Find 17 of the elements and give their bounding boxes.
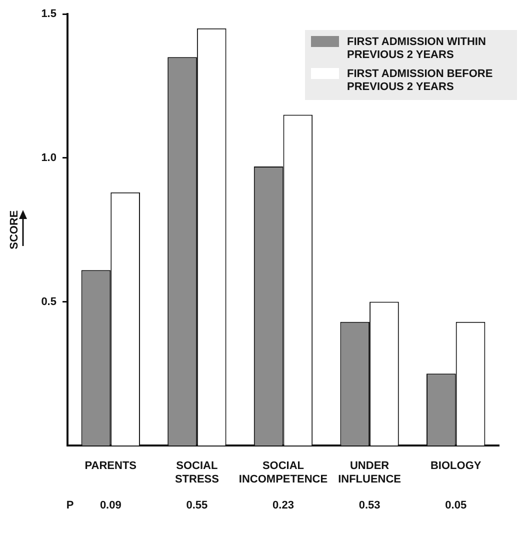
x-tick-label: BIOLOGY bbox=[430, 460, 482, 472]
y-tick-label: 1.0 bbox=[41, 152, 56, 164]
y-tick-label: 1.5 bbox=[41, 8, 56, 20]
y-axis-title: SCORE bbox=[8, 210, 21, 250]
text: P bbox=[66, 500, 74, 512]
text: 0.05 bbox=[445, 500, 467, 512]
text: 0.23 bbox=[272, 500, 294, 512]
legend-label: FIRST ADMISSION WITHIN PREVIOUS 2 YEARS bbox=[347, 36, 487, 62]
text: 0.09 bbox=[100, 500, 122, 512]
x-tick-label: SOCIAL STRESS bbox=[174, 460, 219, 486]
legend-label: FIRST ADMISSION BEFORE PREVIOUS 2 YEARS bbox=[347, 68, 494, 94]
x-tick-label: PARENTS bbox=[84, 460, 137, 472]
text: 0.53 bbox=[358, 500, 380, 512]
y-tick-label: 0.5 bbox=[41, 296, 56, 308]
x-tick-label: SOCIAL INCOMPETENCE bbox=[238, 460, 328, 486]
text: 0.55 bbox=[186, 500, 208, 512]
x-tick-label: UNDER INFLUENCE bbox=[338, 460, 402, 486]
